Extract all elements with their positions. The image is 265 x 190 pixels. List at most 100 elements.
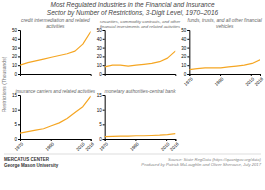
tick-mark [187,65,189,66]
tick-label: 1970 [183,76,194,87]
tick: 40 [181,37,189,42]
x-axis: 1970199020102016 [14,139,96,152]
y-axis: 051015 [12,93,21,142]
tick-label: 10 [97,63,103,68]
axis-line [187,31,190,75]
text-line: monetary authorities-central bank [104,89,176,94]
tick-label: 15 [97,93,103,98]
tick: 1990 [214,74,225,87]
tick-mark [187,56,189,57]
tick-label: 1970 [14,141,25,152]
subplot-title: credit intermediation and relatedactivit… [21,18,90,29]
tick-label: 40 [97,37,103,42]
subplot: 0510151970199020102016 [97,93,180,152]
tick: 2010 [160,139,171,152]
text-line: financial investments and related activi… [100,24,181,29]
tick: 40 [97,37,105,42]
text-line: Produced by Patrick McLaughlin and Olive… [141,162,261,167]
tick-mark [18,124,20,125]
tick-label: 1970 [98,141,109,152]
axis-line [105,140,176,142]
tick-label: 2016 [84,141,95,152]
y-axis: 01020304050 [12,28,21,77]
tick: 10 [97,108,105,113]
tick-mark [103,48,105,49]
tick: 10 [12,63,20,68]
y-axis-title: Restrictions (Thousands) [1,56,7,112]
tick-mark [103,74,105,75]
tick-mark [103,110,105,111]
tick: 2010 [244,74,255,87]
axis-line [21,140,92,142]
line [105,51,176,67]
tick-mark [187,74,189,75]
tick: 5 [14,122,20,127]
tick-label: 2016 [254,76,265,87]
subplot: 01020304050 [97,28,176,77]
tick-mark [18,95,20,96]
tick-label: 10 [12,108,18,113]
tick-label: 1990 [214,76,225,87]
tick-label: 1990 [44,141,55,152]
tick: 30 [12,46,20,51]
tick-label: 0 [99,72,102,77]
axis-line [103,31,106,75]
tick-label: 1990 [129,141,140,152]
tick-label: 5 [99,122,102,127]
subplot-title: funds, trusts, and all other financialve… [188,18,263,29]
x-axis: 1970 1990 20102016 [183,74,265,87]
plot-area [189,60,260,70]
axis-line [103,96,106,140]
tick: 0 [184,72,190,77]
tick-mark [18,74,20,75]
tick-mark [18,48,20,49]
subplot: 01020304050 [12,28,91,77]
tick: 0 [99,137,105,142]
subplot-title: securities, commodity contracts, and oth… [100,19,181,29]
tick: 30 [97,46,105,51]
plot-area [105,51,176,67]
tick-label: 0 [184,72,187,77]
tick: 20 [97,54,105,59]
text-line: credit intermediation and related [21,18,90,23]
tick: 20 [181,54,189,59]
text-line: activities [46,24,65,29]
tick-label: 50 [181,28,187,33]
tick-mark [18,30,20,31]
tick: 1990 [129,139,140,152]
x-axis: 1970199020102016 [98,139,180,152]
tick-label: 40 [181,37,187,42]
subplot-title: monetary authorities-central bank [104,89,176,94]
tick-mark [18,56,20,57]
axis-line [105,75,176,77]
x-axis [21,75,92,77]
tick-label: 10 [97,108,103,113]
line [105,134,176,137]
tick-label: 40 [12,37,18,42]
tick-label: 2010 [160,141,171,152]
tick: 50 [12,28,20,33]
tick-mark [103,124,105,125]
tick-mark [103,139,105,140]
tick: 5 [99,122,105,127]
tick-label: 10 [181,63,187,68]
line [20,32,91,65]
text-line: insurance carriers and related activitie… [15,89,95,94]
tick: 10 [181,63,189,68]
tick: 40 [12,37,20,42]
tick-label: 20 [181,54,187,59]
text-line: George Mason University [4,163,59,168]
tick-label: 50 [12,28,18,33]
tick: 10 [12,108,20,113]
tick: 10 [97,63,105,68]
tick-mark [103,95,105,96]
tick-label: 0 [14,72,17,77]
y-axis: 0 5 10 15 [97,93,106,142]
tick: 2016 [254,74,265,87]
text-line: funds, trusts, and all other financial [188,18,263,23]
axis-line [21,75,92,77]
text-line: Source: State RegData (https://quantgov.… [168,157,262,162]
tick-mark [18,39,20,40]
tick-mark [18,110,20,111]
tick-label: 30 [97,46,103,51]
